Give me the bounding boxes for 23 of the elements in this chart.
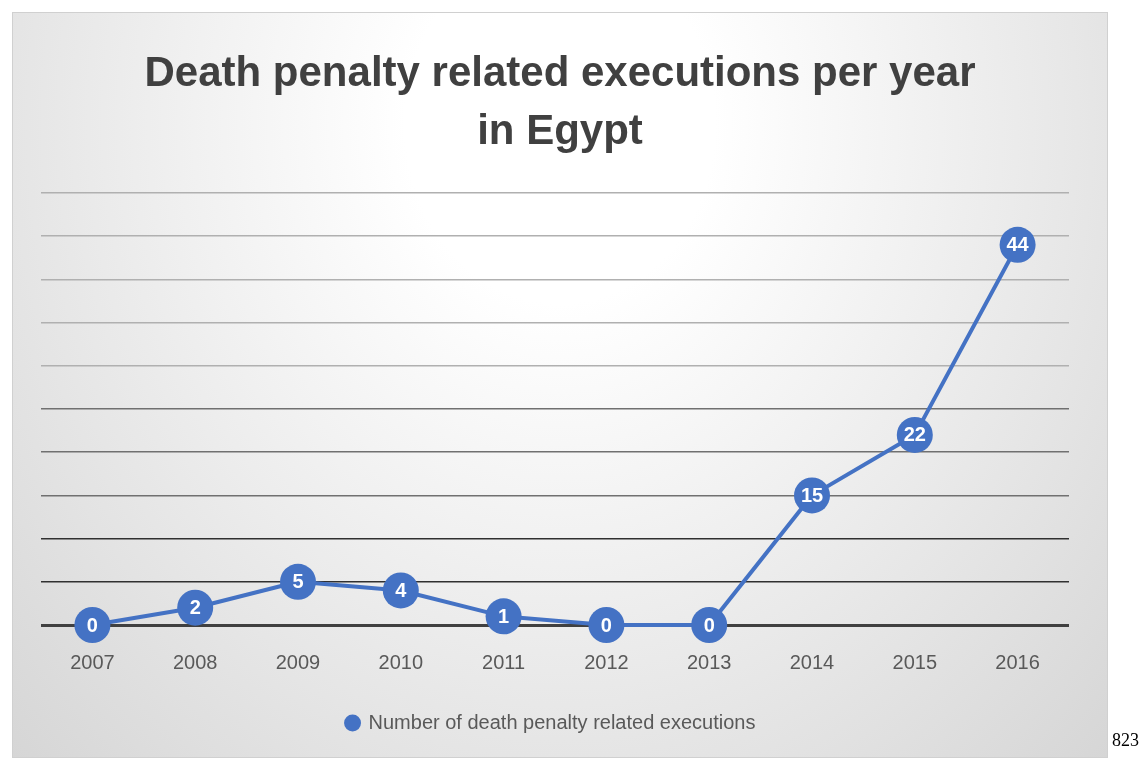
- x-tick-label: 2007: [70, 650, 115, 673]
- text: 823: [1112, 730, 1139, 751]
- x-tick-label: 2008: [172, 650, 218, 673]
- data-label: 44: [1006, 233, 1030, 256]
- x-tick-label: 2011: [482, 650, 526, 673]
- data-label: 5: [292, 570, 304, 593]
- x-tick-label: 2010: [378, 650, 424, 673]
- x-tick-label: 2012: [584, 650, 629, 673]
- data-label: 1: [498, 604, 510, 627]
- chart-title: Death penalty related executions per year in Egypt: [143, 47, 977, 155]
- x-tick-label: 2009: [275, 650, 321, 673]
- x-tick-label: 2015: [892, 650, 938, 673]
- x-tick-label: 2013: [686, 650, 732, 673]
- data-label: 4: [395, 578, 408, 601]
- data-label: 0: [86, 613, 98, 636]
- legend-label: Number of death penalty related executions: [368, 710, 756, 733]
- x-tick-label: 2016: [995, 650, 1040, 673]
- x-tick-label: 2014: [789, 650, 835, 673]
- data-label: 22: [903, 423, 926, 446]
- data-label: 0: [600, 613, 612, 636]
- data-label: 0: [703, 613, 715, 636]
- data-label: 15: [800, 483, 824, 506]
- data-label: 2: [189, 596, 201, 619]
